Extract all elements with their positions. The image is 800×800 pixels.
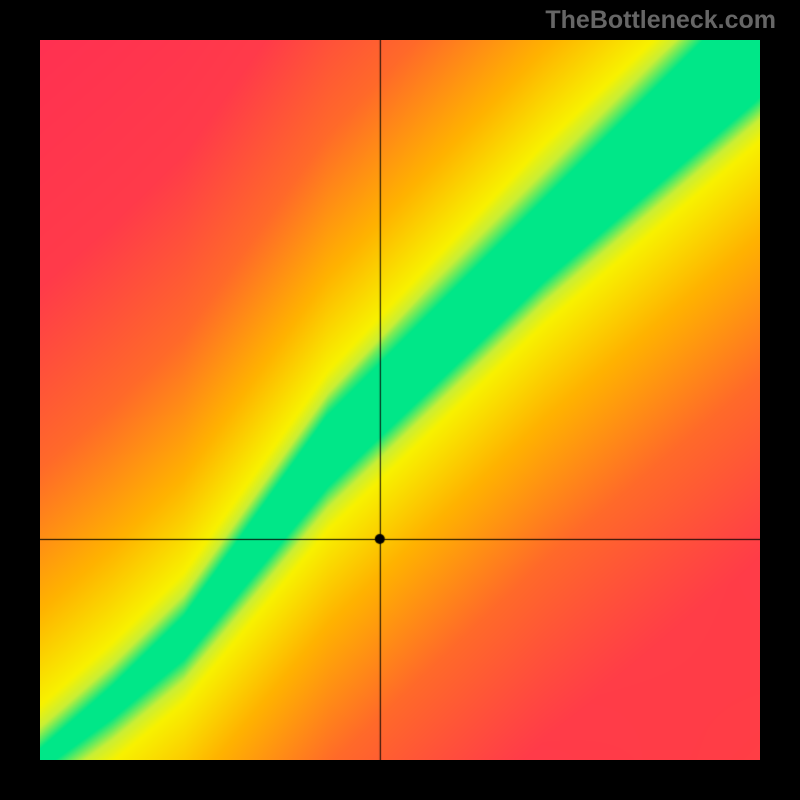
watermark-text: TheBottleneck.com bbox=[545, 6, 776, 35]
chart-container: TheBottleneck.com bbox=[0, 0, 800, 800]
plot-frame bbox=[40, 40, 760, 760]
heatmap-canvas bbox=[40, 40, 760, 760]
